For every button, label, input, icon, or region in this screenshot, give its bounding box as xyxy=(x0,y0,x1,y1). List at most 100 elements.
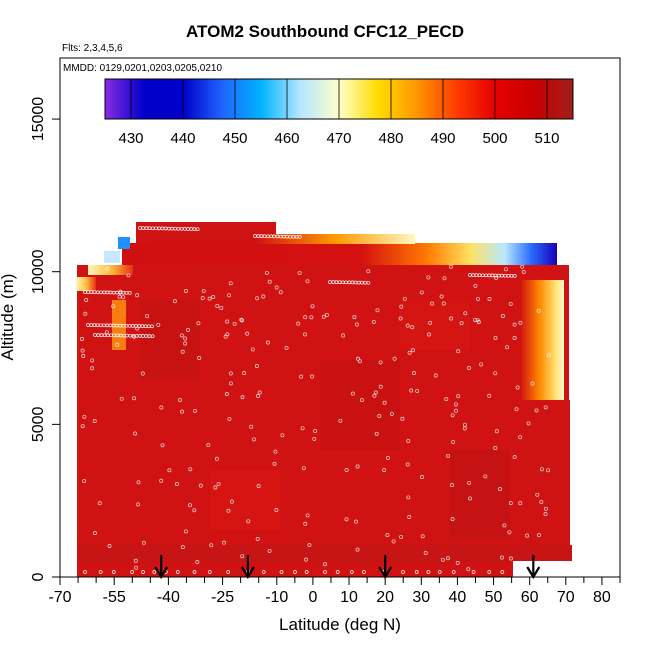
sample-point xyxy=(186,327,190,332)
sample-point xyxy=(466,366,471,370)
sample-point xyxy=(468,496,472,501)
sample-point xyxy=(498,487,503,492)
sample-point xyxy=(479,362,484,367)
field-bottom-gap xyxy=(513,561,573,577)
sample-point xyxy=(512,274,517,278)
sample-point xyxy=(273,449,278,454)
sample-point xyxy=(539,467,544,472)
sample-point xyxy=(90,358,95,363)
colorbar-tick-label: 460 xyxy=(274,130,299,147)
sample-point xyxy=(471,570,476,574)
sample-point xyxy=(450,483,454,487)
sample-point xyxy=(539,499,544,504)
sample-point xyxy=(256,484,261,489)
sample-point xyxy=(446,453,451,458)
sample-point xyxy=(84,298,89,302)
sample-point xyxy=(377,414,382,418)
sample-point xyxy=(355,547,360,552)
sample-point xyxy=(188,467,193,472)
colorbar-tick-label: 430 xyxy=(118,130,143,147)
sample-point xyxy=(535,492,540,497)
sample-point xyxy=(546,468,551,473)
sample-point xyxy=(525,533,530,538)
sample-point xyxy=(240,554,245,559)
sample-point xyxy=(250,347,255,352)
sample-point xyxy=(178,398,183,402)
sample-point xyxy=(389,411,394,416)
sample-point xyxy=(255,536,260,541)
sample-point xyxy=(512,322,517,327)
sample-point xyxy=(107,544,112,548)
sample-point xyxy=(419,475,424,479)
sample-point xyxy=(352,315,357,320)
sample-point xyxy=(385,455,390,460)
sample-point xyxy=(304,570,309,574)
colorbar: 430 440 450 460 470 480 490 500 510 xyxy=(104,78,574,147)
sample-point xyxy=(200,296,205,301)
sample-point xyxy=(141,540,146,545)
sample-point xyxy=(385,533,390,537)
sample-point xyxy=(543,512,548,517)
sample-point xyxy=(401,570,405,574)
sample-point xyxy=(187,503,192,508)
sample-point xyxy=(494,429,499,434)
sample-point xyxy=(437,570,442,574)
sample-point xyxy=(372,393,377,398)
sample-point xyxy=(174,482,179,487)
sample-point xyxy=(105,266,110,271)
sample-point xyxy=(240,395,245,400)
sample-point xyxy=(449,264,453,269)
sample-point xyxy=(293,570,297,574)
sample-point xyxy=(183,336,188,341)
sample-point xyxy=(211,295,216,299)
sample-point xyxy=(366,269,371,274)
sample-point xyxy=(301,466,306,471)
sample-point xyxy=(354,519,359,524)
x-tick-label: 30 xyxy=(412,589,430,606)
sample-point xyxy=(378,360,383,365)
x-tick-label: -70 xyxy=(48,589,71,606)
sample-point xyxy=(249,424,254,429)
sample-point xyxy=(494,276,499,280)
sample-point xyxy=(444,397,449,402)
sample-point xyxy=(405,323,410,328)
sample-point xyxy=(537,533,541,538)
sample-point xyxy=(536,308,541,313)
sample-point xyxy=(430,301,435,306)
sample-point xyxy=(475,296,480,301)
sample-point xyxy=(406,495,411,500)
sample-point xyxy=(350,391,355,396)
sample-point xyxy=(207,296,212,301)
x-tick-label: 10 xyxy=(340,589,358,606)
sample-point xyxy=(442,276,447,281)
field-base-main xyxy=(77,265,569,577)
sample-point xyxy=(450,413,455,418)
sample-point xyxy=(280,433,285,438)
sample-point xyxy=(90,366,95,371)
sample-point xyxy=(180,545,185,550)
x-tick-label: -10 xyxy=(265,589,288,606)
sample-point xyxy=(111,570,116,574)
sample-point xyxy=(335,570,340,574)
sample-point xyxy=(483,474,488,479)
field-texture xyxy=(140,300,510,540)
sample-point xyxy=(415,388,420,393)
sample-point xyxy=(543,506,548,511)
sample-point xyxy=(300,426,305,431)
sample-point xyxy=(201,288,206,293)
sample-point xyxy=(246,519,251,524)
sample-point xyxy=(156,322,161,327)
sample-point xyxy=(80,337,84,341)
colorbar-ticks: 430 440 450 460 470 480 490 500 510 xyxy=(118,79,560,147)
sample-point xyxy=(261,570,266,574)
sample-point xyxy=(427,332,431,337)
sample-point xyxy=(456,349,461,354)
sample-point xyxy=(382,468,387,472)
chart-title: ATOM2 Southbound CFC12_PECD xyxy=(186,22,464,41)
sample-point xyxy=(507,530,512,535)
sample-point xyxy=(450,517,455,522)
sample-point xyxy=(224,392,229,396)
field-band-upper xyxy=(255,234,415,244)
profile-arrows xyxy=(154,555,541,580)
sample-point xyxy=(272,461,277,466)
